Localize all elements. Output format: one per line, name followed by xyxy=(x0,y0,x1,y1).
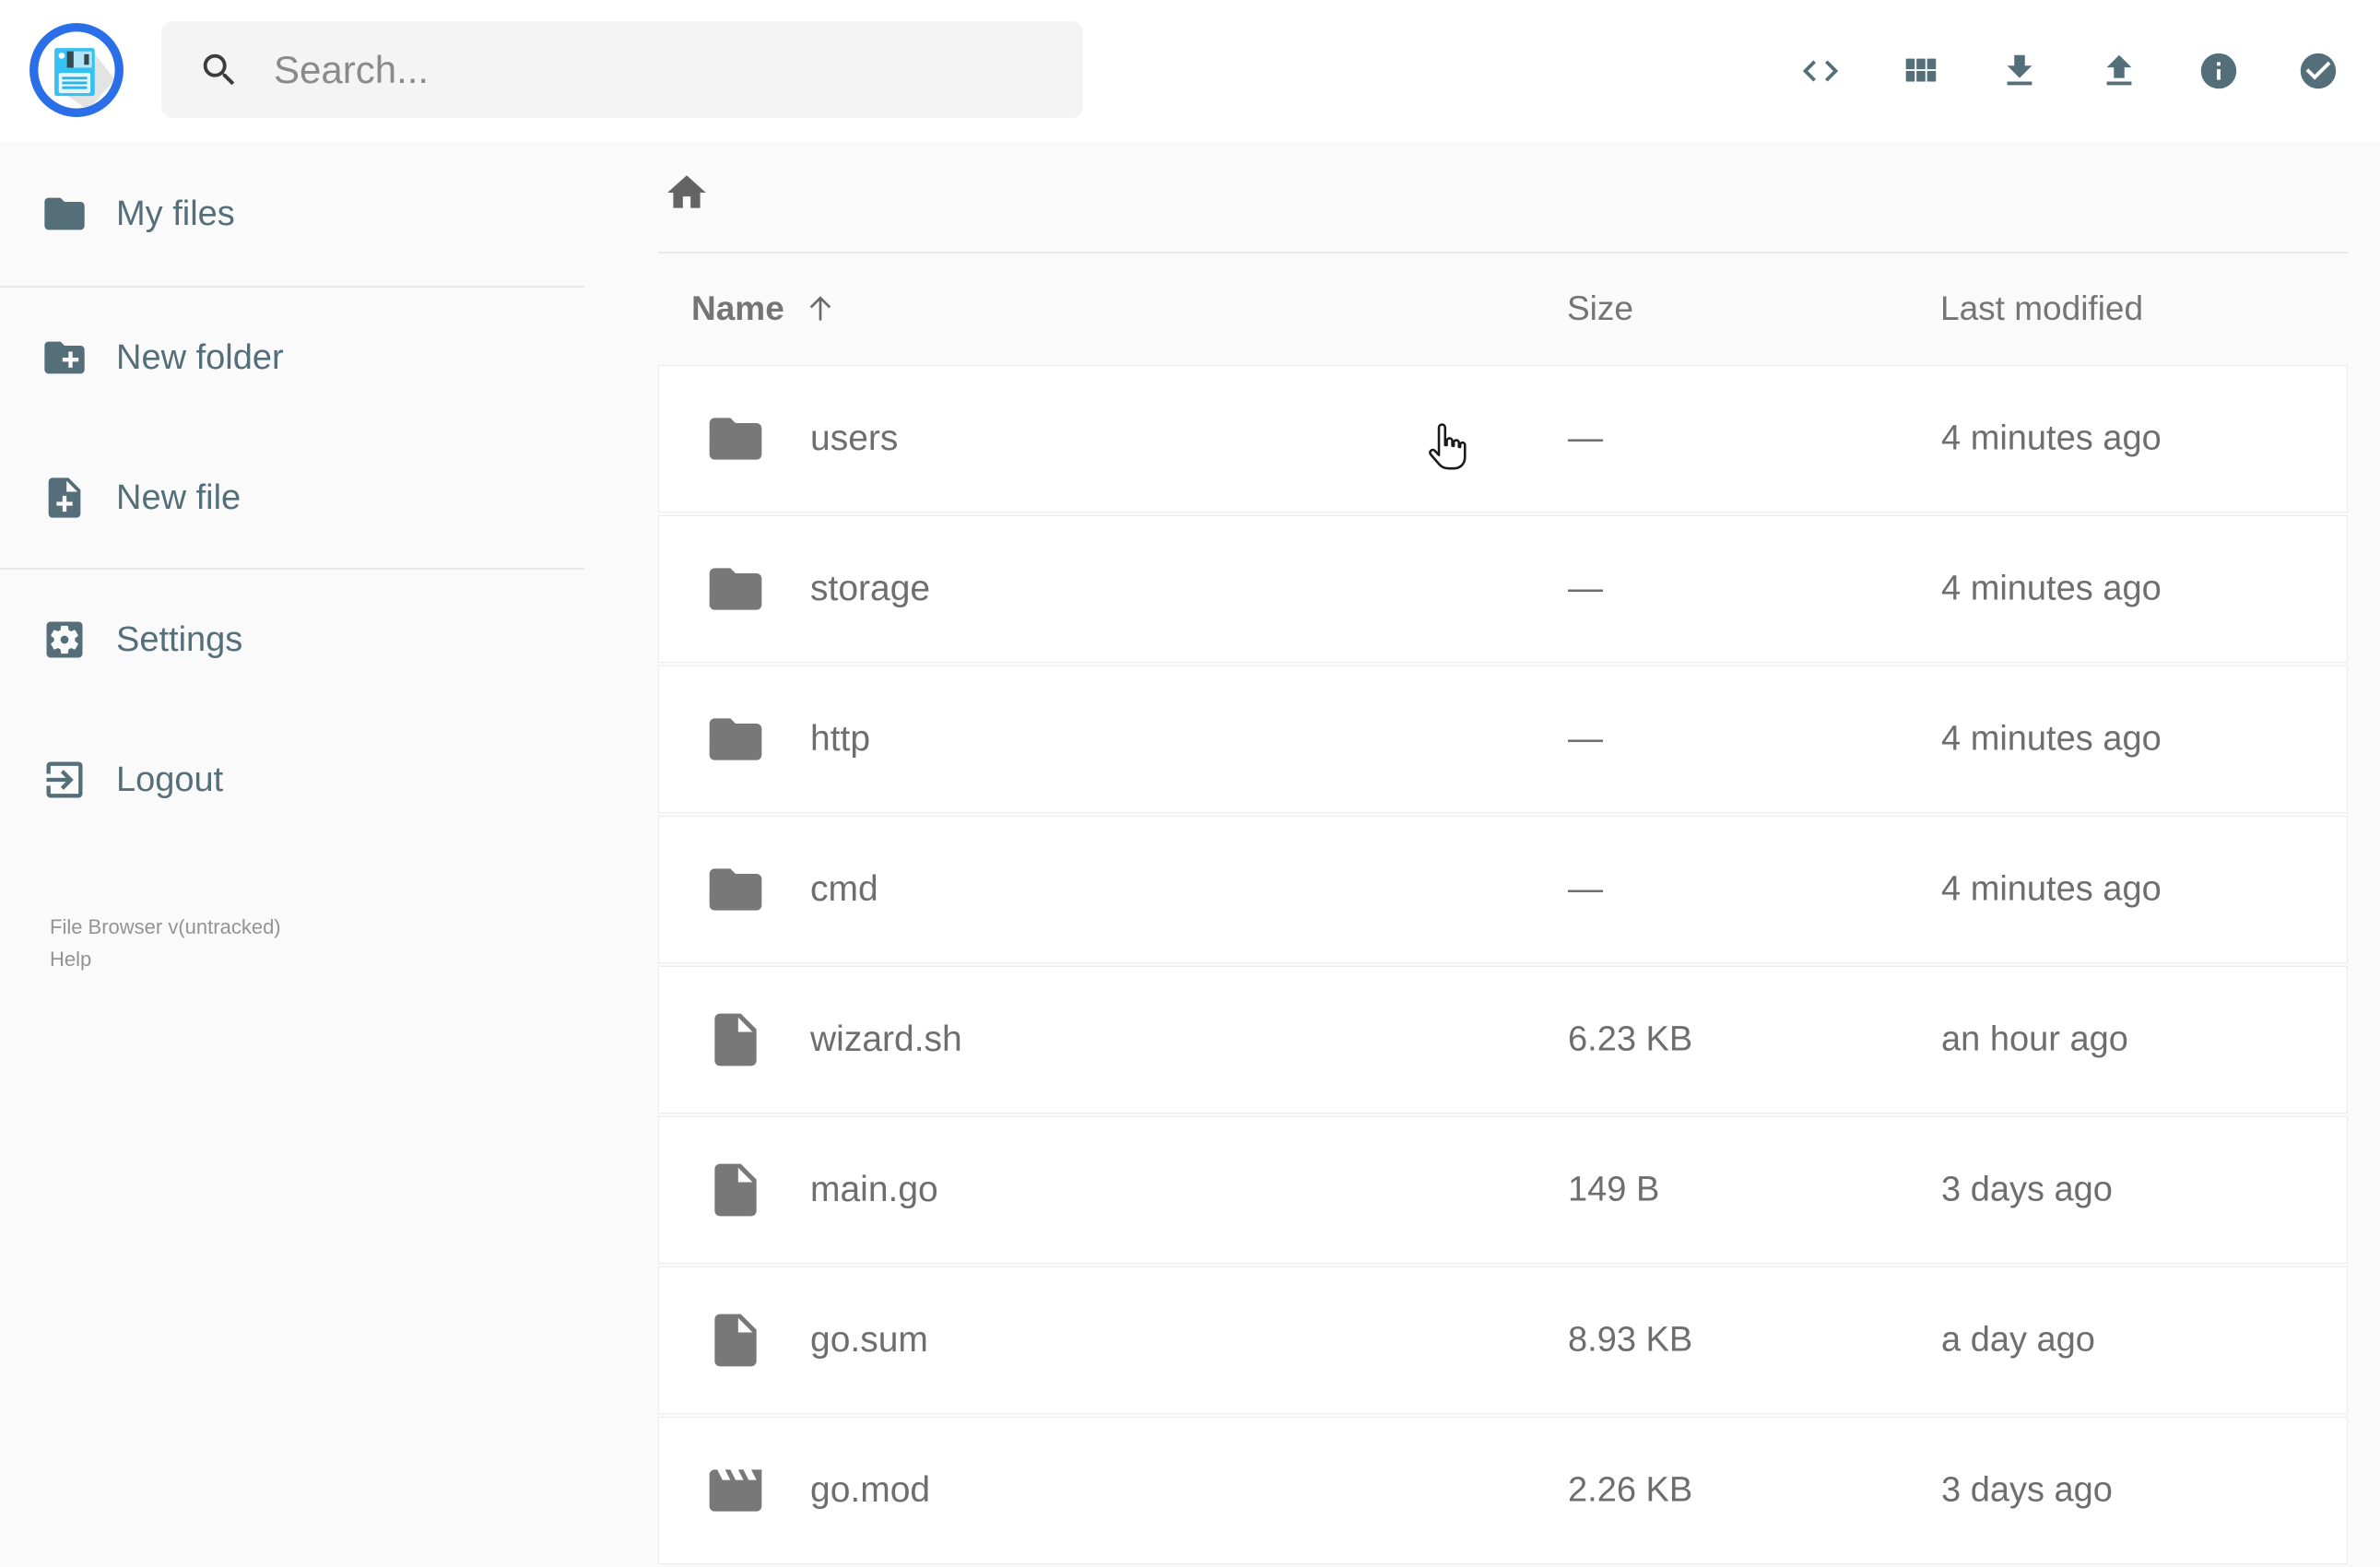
upload-icon[interactable] xyxy=(2098,50,2140,92)
folder-icon xyxy=(704,558,767,620)
file-icon xyxy=(704,1309,767,1372)
top-header xyxy=(0,0,2380,142)
sidebar-divider xyxy=(0,568,584,570)
table-row[interactable]: go.mod 2.26 KB 3 days ago xyxy=(658,1417,2348,1564)
search-bar xyxy=(161,21,1083,118)
listing-header: Name Size Last modified xyxy=(658,252,2348,365)
search-input[interactable] xyxy=(274,47,1030,92)
file-listing-area: Name Size Last modified users — 4 minute… xyxy=(584,142,2380,1564)
file-name: users xyxy=(810,418,899,458)
file-size: 2.26 KB xyxy=(1568,1470,1693,1510)
home-icon[interactable] xyxy=(664,170,710,216)
file-size: — xyxy=(1568,418,1603,458)
table-row[interactable]: wizard.sh 6.23 KB an hour ago xyxy=(658,966,2348,1113)
file-modified: 4 minutes ago xyxy=(1941,418,2162,458)
sidebar-item-label: New file xyxy=(116,477,242,517)
column-header-name[interactable]: Name xyxy=(691,289,838,328)
file-modified: 4 minutes ago xyxy=(1941,719,2162,759)
file-size: 6.23 KB xyxy=(1568,1019,1693,1059)
file-name: http xyxy=(810,719,871,759)
sidebar-item-label: Logout xyxy=(116,760,224,799)
file-size: 149 B xyxy=(1568,1170,1660,1209)
check-circle-icon[interactable] xyxy=(2297,50,2339,92)
new-file-icon xyxy=(41,474,88,522)
movie-icon xyxy=(704,1459,767,1522)
sidebar-item-label: New folder xyxy=(116,337,284,377)
file-name: wizard.sh xyxy=(810,1019,962,1059)
info-icon[interactable] xyxy=(2197,50,2240,92)
help-link[interactable]: Help xyxy=(50,948,92,971)
grid-view-icon[interactable] xyxy=(1899,50,1941,92)
file-modified: 3 days ago xyxy=(1941,1470,2113,1510)
sidebar-item-label: My files xyxy=(116,194,235,233)
table-row[interactable]: go.sum 8.93 KB a day ago xyxy=(658,1267,2348,1414)
sidebar-item-logout[interactable]: Logout xyxy=(0,710,584,850)
file-size: — xyxy=(1568,569,1603,608)
file-size: 8.93 KB xyxy=(1568,1320,1693,1360)
file-size: — xyxy=(1568,719,1603,759)
file-modified: 3 days ago xyxy=(1941,1170,2113,1209)
sidebar-divider xyxy=(0,286,584,288)
folder-icon xyxy=(41,190,88,238)
table-row[interactable]: storage — 4 minutes ago xyxy=(658,515,2348,663)
sidebar-item-settings[interactable]: Settings xyxy=(0,570,584,710)
column-header-size[interactable]: Size xyxy=(1567,289,1633,327)
file-modified: an hour ago xyxy=(1941,1019,2128,1059)
file-name: main.go xyxy=(810,1170,938,1209)
sidebar-item-new-folder[interactable]: New folder xyxy=(0,288,584,428)
folder-icon xyxy=(704,858,767,921)
sidebar-footer: File Browser v(untracked) Help xyxy=(50,911,281,975)
sidebar-item-label: Settings xyxy=(116,619,243,659)
download-icon[interactable] xyxy=(1998,50,2041,92)
sidebar-item-new-file[interactable]: New file xyxy=(0,428,584,568)
file-name: go.sum xyxy=(810,1320,928,1360)
file-modified: 4 minutes ago xyxy=(1941,869,2162,909)
code-icon[interactable] xyxy=(1799,50,1842,92)
column-header-modified[interactable]: Last modified xyxy=(1940,289,2144,327)
app-logo-icon[interactable] xyxy=(29,22,124,118)
file-icon xyxy=(704,1008,767,1071)
breadcrumb-divider xyxy=(658,252,2348,253)
version-link[interactable]: File Browser v(untracked) xyxy=(50,915,281,938)
sort-ascending-icon xyxy=(809,295,831,321)
file-modified: a day ago xyxy=(1941,1320,2095,1360)
folder-icon xyxy=(704,407,767,470)
file-list: users — 4 minutes ago storage — 4 minute… xyxy=(658,365,2348,1567)
file-name: cmd xyxy=(810,869,878,909)
table-row[interactable]: users — 4 minutes ago xyxy=(658,365,2348,513)
file-name: go.mod xyxy=(810,1470,931,1510)
new-folder-icon xyxy=(41,334,88,382)
table-row[interactable]: cmd — 4 minutes ago xyxy=(658,816,2348,963)
search-icon xyxy=(198,49,241,91)
table-row[interactable]: main.go 149 B 3 days ago xyxy=(658,1116,2348,1264)
logout-icon xyxy=(41,756,88,804)
header-actions xyxy=(1799,0,2339,142)
settings-icon xyxy=(41,616,88,664)
sidebar: My files New folder New file Settings xyxy=(0,142,584,1530)
table-row[interactable]: http — 4 minutes ago xyxy=(658,666,2348,813)
folder-icon xyxy=(704,708,767,771)
file-name: storage xyxy=(810,569,931,608)
file-icon xyxy=(704,1159,767,1221)
file-size: — xyxy=(1568,869,1603,909)
sidebar-item-my-files[interactable]: My files xyxy=(0,142,584,286)
file-modified: 4 minutes ago xyxy=(1941,569,2162,608)
